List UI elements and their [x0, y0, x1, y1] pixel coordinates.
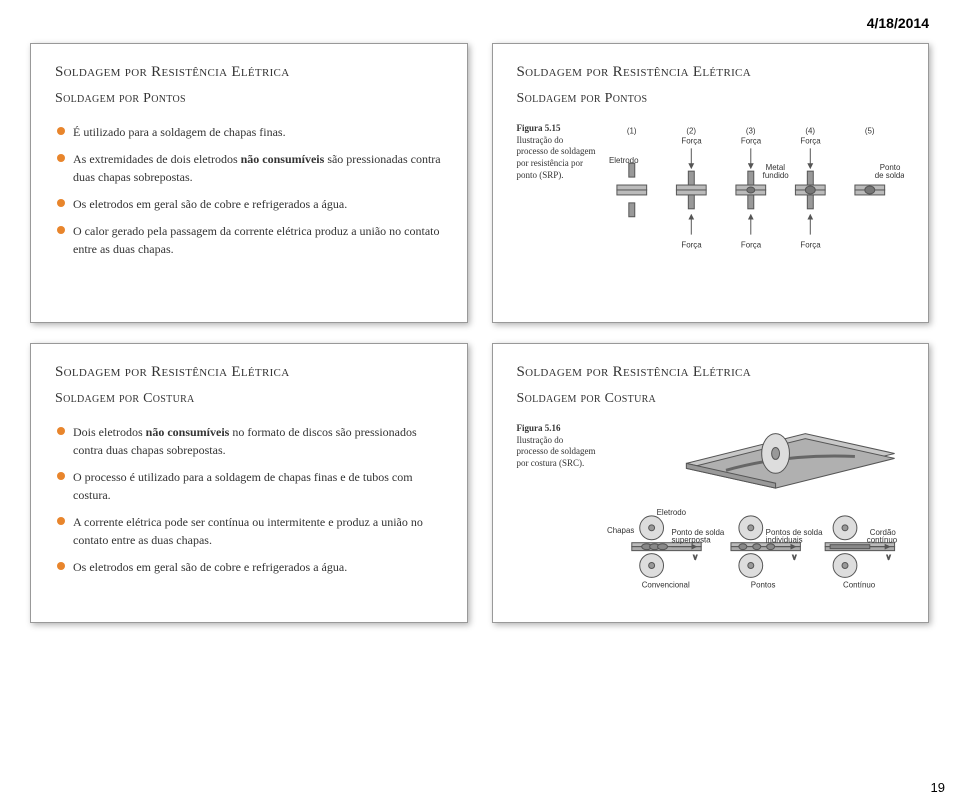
bullet-item: O processo é utilizado para a soldagem d…	[55, 468, 443, 504]
slide-grid: Soldagem por Resistência Elétrica Soldag…	[30, 43, 929, 623]
page-number: 19	[931, 780, 945, 795]
bullet-list: É utilizado para a soldagem de chapas fi…	[55, 123, 443, 258]
stage-label: (1)	[626, 126, 636, 135]
label-pontos: Pontos	[750, 580, 775, 589]
slide-1: Soldagem por Resistência Elétrica Soldag…	[30, 43, 468, 323]
figure-number: Figura 5.16	[517, 423, 561, 433]
svg-text:v: v	[886, 553, 890, 562]
label-eletrodo: Eletrodo	[656, 508, 686, 517]
bullet-item: Dois eletrodos não consumíveis no format…	[55, 423, 443, 459]
figure-image: v v	[607, 423, 905, 598]
bullet-text: Dois eletrodos	[73, 425, 146, 439]
bullet-list: Dois eletrodos não consumíveis no format…	[55, 423, 443, 576]
slide-subtitle: Soldagem por Pontos	[55, 91, 443, 107]
bullet-item: Os eletrodos em geral são de cobre e ref…	[55, 195, 443, 213]
figure-number: Figura 5.15	[517, 123, 561, 133]
label-ponto2: de solda	[874, 171, 904, 180]
figure-caption-text: Ilustração do processo de soldagem por c…	[517, 435, 596, 468]
slide-subtitle: Soldagem por Costura	[55, 391, 443, 407]
page-date: 4/18/2014	[30, 15, 929, 31]
bullet-bold: não consumíveis	[146, 425, 230, 439]
bullet-item: O calor gerado pela passagem da corrente…	[55, 222, 443, 258]
label-forca: Força	[740, 241, 761, 250]
slide-title: Soldagem por Resistência Elétrica	[55, 64, 443, 81]
bullet-bold: não consumíveis	[241, 152, 325, 166]
stage-label: (4)	[805, 126, 815, 135]
stage-label: (3)	[745, 126, 755, 135]
label-chapas: Chapas	[607, 526, 634, 535]
figure-516: Figura 5.16 Ilustração do processo de so…	[517, 423, 905, 598]
figure-515: Figura 5.15 Ilustração do processo de so…	[517, 123, 905, 258]
svg-text:v: v	[792, 553, 796, 562]
svg-text:v: v	[693, 553, 697, 562]
bullet-item: As extremidades de dois eletrodos não co…	[55, 150, 443, 186]
stage-label: (2)	[686, 126, 696, 135]
label-forca: Força	[681, 136, 702, 145]
label-forca: Força	[800, 136, 821, 145]
bullet-item: Os eletrodos em geral são de cobre e ref…	[55, 558, 443, 576]
bullet-text: As extremidades de dois eletrodos	[73, 152, 241, 166]
label-forca: Força	[740, 136, 761, 145]
label-cont: Contínuo	[843, 580, 876, 589]
slide-4: Soldagem por Resistência Elétrica Soldag…	[492, 343, 930, 623]
figure-caption: Figura 5.15 Ilustração do processo de so…	[517, 123, 597, 258]
label-metal2: fundido	[762, 171, 789, 180]
label-psup2: superposta	[671, 536, 711, 545]
figure-caption-text: Ilustração do processo de soldagem por r…	[517, 135, 596, 180]
figure-caption: Figura 5.16 Ilustração do processo de so…	[517, 423, 597, 598]
label-cord2: contínuo	[866, 536, 897, 545]
slide-title: Soldagem por Resistência Elétrica	[55, 364, 443, 381]
figure-image: (1) (2) (3) (4) (5) Eletrodo Força Força…	[607, 123, 905, 258]
bullet-item: A corrente elétrica pode ser contínua ou…	[55, 513, 443, 549]
label-forca: Força	[800, 241, 821, 250]
stage-label: (5)	[864, 126, 874, 135]
label-pind2: individuais	[765, 536, 802, 545]
slide-title: Soldagem por Resistência Elétrica	[517, 64, 905, 81]
slide-subtitle: Soldagem por Costura	[517, 391, 905, 407]
slide-title: Soldagem por Resistência Elétrica	[517, 364, 905, 381]
slide-2: Soldagem por Resistência Elétrica Soldag…	[492, 43, 930, 323]
slide-3: Soldagem por Resistência Elétrica Soldag…	[30, 343, 468, 623]
label-conv: Convencional	[641, 580, 689, 589]
slide-subtitle: Soldagem por Pontos	[517, 91, 905, 107]
bullet-item: É utilizado para a soldagem de chapas fi…	[55, 123, 443, 141]
label-forca: Força	[681, 241, 702, 250]
